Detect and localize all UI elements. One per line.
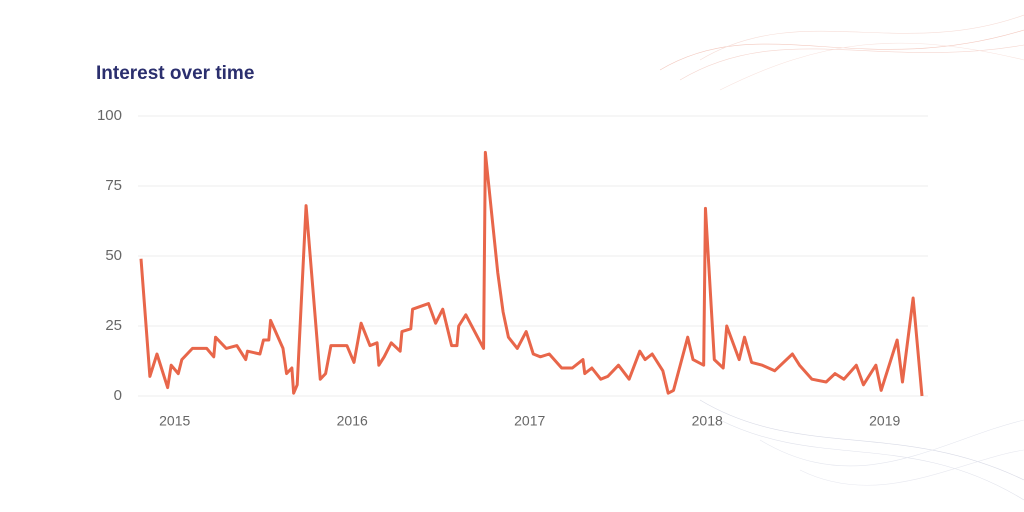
x-tick-label: 2018	[692, 413, 723, 429]
wave	[759, 419, 1024, 467]
wave	[659, 29, 1024, 71]
y-tick-label: 100	[97, 107, 122, 124]
y-tick-label: 50	[105, 247, 122, 264]
wave	[699, 14, 1024, 61]
decoration	[659, 14, 1024, 501]
x-tick-label: 2017	[514, 413, 545, 429]
x-tick-label: 2019	[869, 413, 900, 429]
y-tick-label: 0	[114, 387, 122, 404]
wave	[799, 449, 1024, 486]
wave	[679, 44, 1024, 81]
chart-title: Interest over time	[96, 63, 254, 84]
x-tick-label: 2016	[337, 413, 368, 429]
wave	[699, 399, 1024, 481]
y-tick-label: 75	[105, 177, 122, 194]
line	[139, 150, 924, 397]
y-tick-label: 25	[105, 317, 122, 334]
wave	[719, 419, 1024, 501]
x-tick-label: 2015	[159, 413, 190, 429]
wave	[719, 42, 1024, 91]
